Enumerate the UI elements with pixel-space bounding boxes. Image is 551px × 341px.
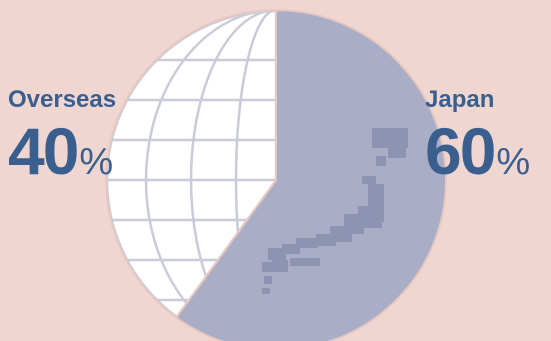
slice-overseas [105,8,277,319]
pie-slices [105,8,447,341]
japan-percent: 60% [425,118,530,184]
overseas-name: Overseas [8,86,117,113]
japan-map-icon [262,128,408,294]
overseas-unit: % [79,141,114,183]
overseas-percent: 40% [8,118,116,184]
japan-value: 60 [425,114,496,188]
overseas-value: 40 [8,114,79,188]
japan-name: Japan [425,86,495,113]
japan-label: Japan 60% [425,86,530,185]
japan-unit: % [496,141,531,183]
slice-japan [174,8,447,341]
overseas-label: Overseas 40% [8,86,117,185]
